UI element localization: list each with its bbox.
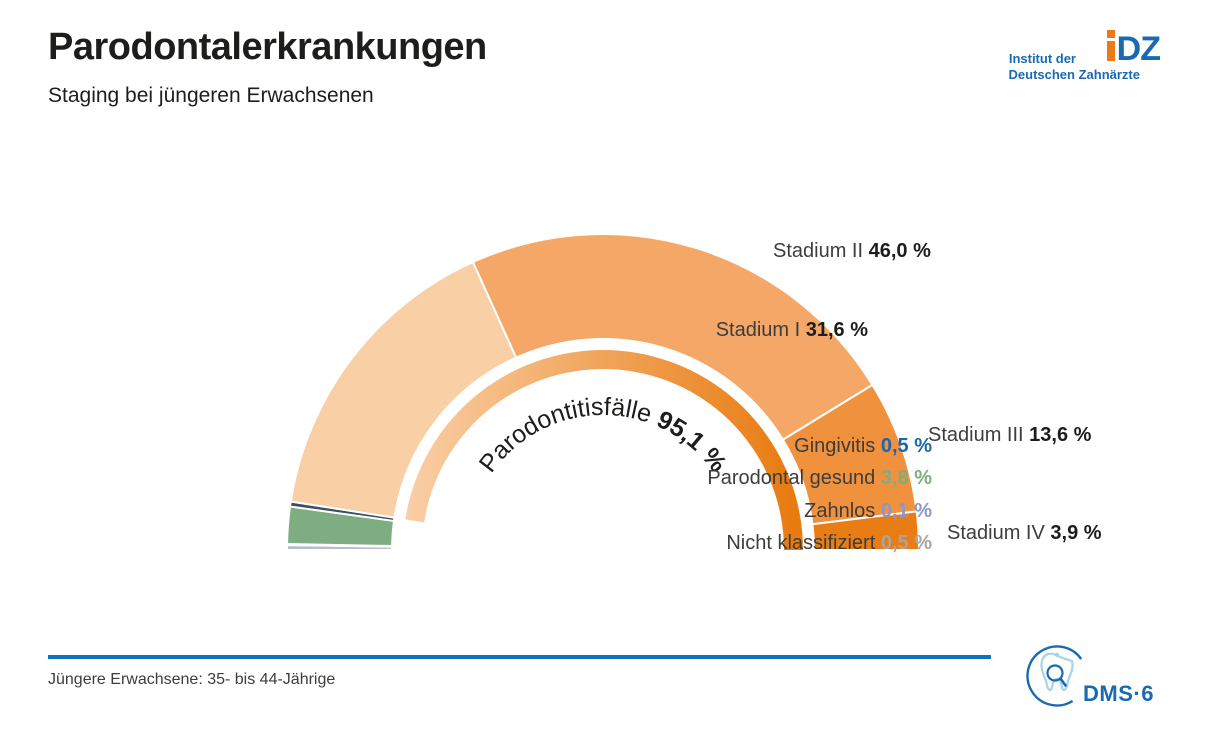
label-value: 31,6 % [805, 319, 868, 341]
label-value: 46,0 % [868, 240, 931, 262]
label-value: 0,5 % [880, 435, 932, 457]
source-note: Jüngere Erwachsene: 35- bis 44-Jährige [48, 671, 336, 688]
label-name: Nicht klassifiziert [726, 532, 881, 554]
tooth-icon [1040, 652, 1074, 692]
idz-logo-line2: Deutschen Zahnärzte [1008, 67, 1140, 82]
magnifier-icon [1046, 664, 1067, 687]
label-name: Stadium IV [947, 522, 1051, 544]
label-stadium-ii: Stadium II 46,0 % [773, 240, 931, 263]
dms6-logo: DMS·6 [1025, 644, 1205, 719]
label-stadium-i: Stadium I 31,6 % [716, 319, 868, 342]
idz-logo-line1: Institut der [1008, 51, 1076, 66]
page-subtitle: Staging bei jüngeren Erwachsenen [48, 84, 374, 107]
label-name: Stadium II [773, 240, 869, 262]
label-name: Zahnlos [804, 500, 881, 522]
footer-divider-line [48, 655, 991, 659]
idz-logo: DZ Institut der Deutschen Zahnärzte [1008, 30, 1161, 88]
segment-stadium-iv: Stadium IV 3,9 % [811, 510, 920, 551]
label-value: 3,9 % [1050, 522, 1102, 544]
idz-dz-glyph: DZ [1116, 30, 1161, 69]
label-name: Stadium III [928, 424, 1030, 446]
label-value: 0,5 % [880, 532, 932, 554]
label-value: 3,8 % [880, 467, 932, 489]
page-title: Parodontalerkrankungen [48, 26, 487, 68]
idz-i-glyph-icon [1106, 30, 1115, 61]
label-nicht-klassifiziert: Nicht klassifiziert 0,5 % [726, 532, 932, 555]
dms6-logo-text: DMS·6 [1083, 681, 1154, 706]
magnifier-circle-outline [1026, 645, 1083, 707]
label-zahnlos: Zahnlos 0,1 % [804, 500, 932, 523]
label-name: Gingivitis [794, 435, 881, 457]
label-parodontal-gesund: Parodontal gesund 3,8 % [707, 467, 932, 490]
label-stadium-iv: Stadium IV 3,9 % [947, 522, 1102, 545]
label-value: 0,1 % [880, 500, 932, 522]
label-stadium-iii: Stadium III 13,6 % [928, 424, 1091, 447]
segment-stadium-ii: Stadium II 46,0 % [471, 233, 874, 441]
label-gingivitis: Gingivitis 0,5 % [794, 435, 932, 458]
idz-logo-mark: DZ [1106, 30, 1161, 69]
label-name: Stadium I [715, 319, 806, 341]
label-value: 13,6 % [1029, 424, 1092, 446]
label-name: Parodontal gesund [707, 467, 881, 489]
dms6-logo-icon [1026, 645, 1083, 707]
